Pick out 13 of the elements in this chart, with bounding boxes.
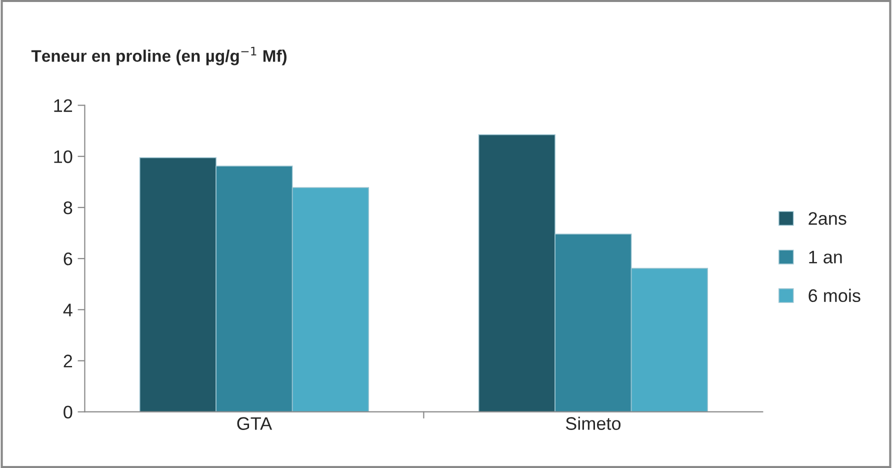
legend-label: 6 mois: [808, 288, 860, 302]
y-tick-label: 6: [64, 252, 72, 266]
y-tick-label: 0: [64, 406, 72, 419]
y-tick-label: 10: [54, 150, 72, 164]
y-tick-label: 8: [64, 201, 72, 214]
legend-label: 1 an: [809, 250, 842, 264]
chart-title: Teneur en proline (en µg/g$^{−1}$ Mf): [31, 46, 287, 66]
y-tick-label: 12: [54, 99, 72, 112]
y-tick-label: 4: [63, 304, 72, 316]
y-tick-label: 2: [64, 354, 72, 368]
legend-label: 2ans: [808, 212, 846, 225]
x-tick-label: GTA: [237, 417, 272, 430]
x-tick-label: Simeto: [566, 416, 621, 430]
